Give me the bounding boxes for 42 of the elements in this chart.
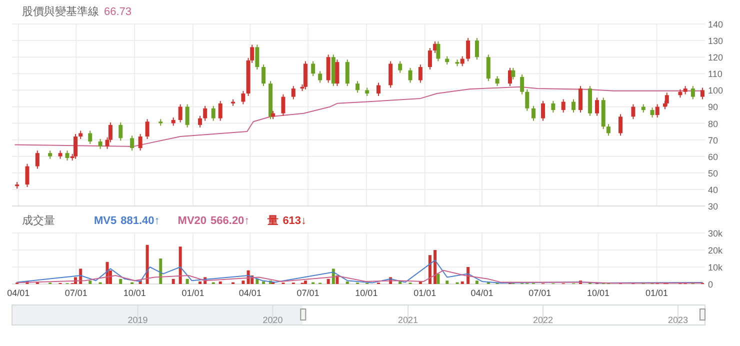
x-tick-label: 10/01 [355,288,378,298]
y-tick-label: 50 [708,168,718,178]
y-tick-label: 100 [708,86,724,96]
x2-tick-label: 2019 [128,315,148,325]
x-tick-label: 04/01 [7,288,30,298]
x-tick-label: 07/01 [528,288,552,298]
y-tick-label: 130 [708,36,724,46]
chart-title: 成交量 [22,214,55,227]
y-tick-label: 10k [708,262,724,272]
text: 量 [266,215,279,227]
x-tick-label: 01/01 [414,288,436,298]
y-tick-label: 80 [708,118,718,129]
y-tick-label: 30k [708,228,724,238]
y-tick-label: 90 [708,102,718,112]
chart-title: 股價與變基準線 [22,5,99,18]
x-tick-label: 10/01 [587,288,610,298]
y-tick-label: 20k [708,246,724,256]
x2-tick-label: 2021 [398,315,418,325]
text: 881.40↑ [120,215,160,227]
y-tick-label: 0 [708,280,714,290]
y-tick-label: 140 [708,20,724,30]
y-tick-label: 70 [708,135,718,146]
x2-tick-label: 2020 [262,315,283,325]
text: MV5 [94,215,117,227]
x-tick-label: 04/01 [470,288,494,298]
x2-tick-label: 2022 [533,315,554,325]
text: MV20 [178,215,207,227]
x-tick-label: 04/01 [238,288,262,298]
y-tick-label: 110 [708,69,722,80]
text: 66.73 [104,6,132,18]
x-tick-label: 07/01 [296,288,320,298]
text: 613↓ [282,215,307,227]
y-tick-label: 120 [708,52,724,63]
y-tick-label: 60 [708,152,718,162]
y-tick-label: 30 [708,202,718,212]
text: 566.20↑ [210,215,250,227]
x-tick-label: 10/01 [123,288,146,298]
x-tick-label: 07/01 [64,288,88,298]
y-tick-label: 40 [708,184,718,195]
x-tick-label: 01/01 [645,288,668,298]
x-tick-label: 01/01 [182,288,204,298]
x2-tick-label: 2023 [668,315,688,325]
